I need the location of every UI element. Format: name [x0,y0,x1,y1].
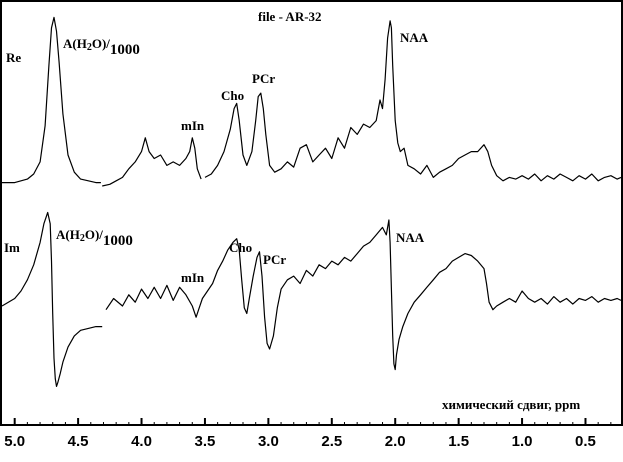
x-tick-label: 0.5 [575,433,596,450]
series-line-re-1 [102,137,202,187]
annotation-im-NAA: NAA [396,230,425,245]
x-tick-label: 2.5 [321,433,342,450]
x-tick-label: 1.0 [512,433,533,450]
series-label-im: Im [4,240,20,255]
annotation-im-PCr: PCr [263,252,286,267]
x-axis-label: химический сдвиг, ppm [442,397,580,412]
annotation-im-Cho: Cho [229,240,252,255]
annotation-re-Cho: Cho [221,88,244,103]
series-line-re-2 [204,20,622,182]
series-line-im-1 [105,219,622,371]
chart-title: file - AR-32 [258,9,322,24]
x-axis: 5.0 4.5 4.0 3.5 3.0 2.5 2.0 1.5 1.0 0.5 [4,418,612,450]
plot-frame [0,0,623,426]
x-tick-label: 1.5 [448,433,469,450]
series-label-re: Re [6,50,21,65]
annotation-im-mIn: mIn [181,270,205,285]
x-tick-label: 4.0 [131,433,152,450]
spectrum-traces [1,16,622,387]
series-line-im-0 [1,211,103,387]
series-line-re-0 [2,16,101,184]
annotation-re-NAA: NAA [400,30,429,45]
x-tick-label: 3.0 [258,433,279,450]
x-tick-label: 5.0 [4,433,25,450]
x-tick-label: 3.5 [195,433,216,450]
x-tick-label: 4.5 [68,433,89,450]
x-tick-label: 2.0 [385,433,406,450]
annotation-re-PCr: PCr [252,71,275,86]
annotation-re-mIn: mIn [181,118,205,133]
